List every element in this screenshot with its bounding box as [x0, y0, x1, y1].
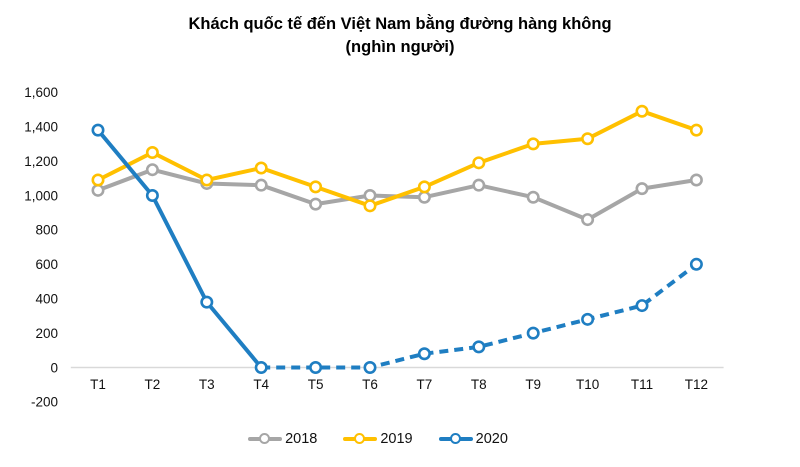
series-2018-marker — [581, 213, 595, 227]
series-2019-marker — [472, 156, 486, 170]
x-axis-label: T12 — [685, 377, 708, 392]
y-axis-label: 1,600 — [24, 85, 58, 100]
x-axis-label: T8 — [471, 377, 487, 392]
x-axis-label: T10 — [576, 377, 599, 392]
chart-title: Khách quốc tế đến Việt Nam bằng đường hà… — [188, 15, 612, 33]
y-axis-label: 0 — [50, 360, 58, 375]
legend-marker-dot — [259, 433, 271, 444]
x-axis-label: T4 — [253, 377, 269, 392]
y-axis-label: 1,000 — [24, 188, 58, 203]
series-2018-marker — [91, 183, 105, 197]
series-2020-marker — [254, 360, 268, 374]
y-axis-label: 400 — [35, 292, 58, 307]
y-axis-label: 600 — [35, 257, 58, 272]
y-axis-label: -200 — [31, 395, 58, 410]
series-2020-marker — [91, 123, 105, 137]
series-2020-marker — [417, 347, 431, 361]
series-2020-marker — [200, 295, 214, 309]
series-2019-marker — [689, 123, 703, 137]
series-2018-marker — [635, 182, 649, 196]
series-2018-marker — [472, 178, 486, 192]
series-2019-marker — [91, 173, 105, 187]
x-axis-label: T7 — [417, 377, 433, 392]
series-2020-marker — [363, 360, 377, 374]
series-2019-marker — [417, 180, 431, 194]
series-2018-marker — [417, 190, 431, 204]
series-2020-line-solid — [96, 128, 263, 369]
y-axis-label: 800 — [35, 223, 58, 238]
x-axis-label: T9 — [525, 377, 541, 392]
x-axis-label: T2 — [145, 377, 161, 392]
series-2019-marker — [200, 173, 214, 187]
legend-line-marker-icon — [438, 433, 473, 445]
legend-line-marker-icon — [343, 433, 378, 445]
series-2019-marker — [254, 161, 268, 175]
series-2020-marker — [472, 340, 486, 354]
legend-label: 2020 — [475, 431, 508, 447]
series-2019-marker — [526, 137, 540, 151]
legend-label: 2018 — [285, 431, 318, 447]
series-2019-line — [97, 109, 698, 208]
legend-item-2018: 2018 — [248, 431, 317, 447]
x-axis-label: T11 — [631, 377, 653, 392]
series-2019-marker — [635, 104, 649, 118]
chart-subtitle: (nghìn người) — [345, 38, 455, 56]
series-2019-marker — [581, 132, 595, 146]
legend-label: 2019 — [380, 431, 413, 447]
x-axis-label: T1 — [90, 377, 106, 392]
legend-line-marker-icon — [248, 433, 283, 445]
legend-marker-dot — [449, 433, 461, 444]
series-2020-marker — [581, 312, 595, 326]
y-axis-label: 200 — [35, 326, 58, 341]
y-axis-label: 1,400 — [24, 120, 58, 135]
chart-title-block: Khách quốc tế đến Việt Nam bằng đường hà… — [0, 13, 800, 59]
series-2019-marker — [363, 199, 377, 213]
x-axis-label: T5 — [308, 377, 324, 392]
series-2020-marker — [309, 360, 323, 374]
series-2020-marker — [145, 189, 159, 203]
series-2018-marker — [254, 178, 268, 192]
legend: 2018 2019 2020 — [0, 431, 778, 447]
series-2018-marker — [363, 189, 377, 203]
series-2020-marker — [635, 299, 649, 313]
series-2018-marker — [145, 163, 159, 177]
series-2019-marker — [145, 146, 159, 160]
legend-item-2020: 2020 — [438, 431, 508, 447]
series-2019-marker — [309, 180, 323, 194]
series-2020-marker — [526, 326, 540, 340]
y-axis-label: 1,200 — [24, 154, 58, 169]
series-2020-marker — [689, 257, 703, 271]
x-axis-label: T3 — [199, 377, 215, 392]
series-2018-marker — [309, 197, 323, 211]
x-axis-label: T6 — [362, 377, 378, 392]
series-2018-marker — [526, 190, 540, 204]
series-2018-marker — [689, 173, 703, 187]
legend-marker-dot — [354, 433, 366, 444]
legend-item-2019: 2019 — [343, 431, 413, 447]
